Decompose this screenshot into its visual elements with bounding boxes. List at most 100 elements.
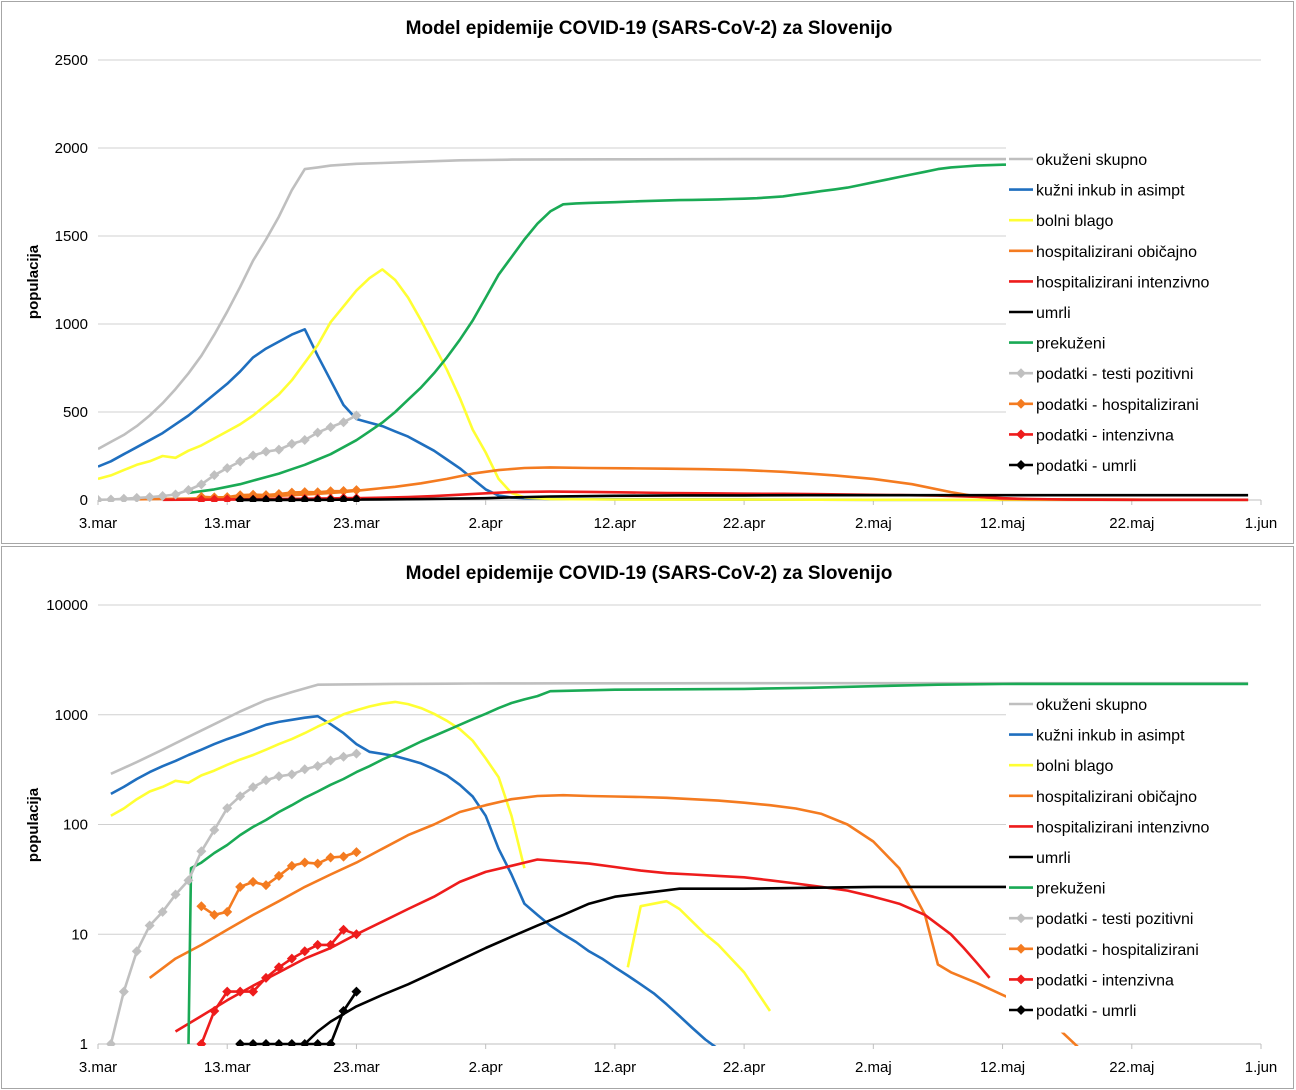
- data-point: [286, 1039, 297, 1046]
- data-point: [209, 494, 220, 502]
- legend-entry: umrli: [1036, 850, 1071, 867]
- series-line: [188, 162, 1249, 495]
- data-point: [351, 494, 362, 502]
- y-tick-label: 100: [63, 817, 88, 834]
- data-point: [196, 494, 207, 502]
- y-tick-label: 1000: [55, 707, 88, 724]
- data-point: [248, 876, 259, 887]
- legend-entry: prekuženi: [1036, 336, 1105, 353]
- series-line: [110, 714, 717, 1046]
- data-point: [222, 803, 233, 814]
- series-line: [626, 899, 772, 1012]
- data-point: [157, 490, 168, 501]
- legend-entry: hospitalizirani običajno: [1036, 244, 1197, 261]
- y-tick-label: 10000: [46, 597, 88, 614]
- x-tick-label: 13.mar: [204, 515, 251, 532]
- legend-entry: hospitalizirani intenzivno: [1036, 274, 1210, 291]
- data-point: [286, 438, 297, 449]
- y-tick-label: 500: [63, 404, 88, 421]
- data-point: [338, 851, 349, 862]
- data-point: [338, 751, 349, 762]
- data-point: [312, 494, 323, 502]
- data-point: [299, 494, 310, 502]
- series-line: [187, 682, 1249, 1045]
- legend-entry: podatki - umrli: [1036, 458, 1136, 475]
- data-point: [273, 444, 284, 455]
- data-point: [351, 929, 362, 940]
- data-point: [209, 470, 220, 481]
- chart-title: Model epidemije COVID-19 (SARS-CoV-2) za…: [406, 563, 893, 584]
- data-point: [312, 487, 323, 498]
- x-tick-label: 2.apr: [469, 1059, 503, 1076]
- data-point: [131, 946, 142, 957]
- y-tick-label: 1500: [55, 228, 88, 245]
- legend-marker: [1016, 398, 1026, 409]
- data-point: [118, 986, 129, 997]
- series-line: [240, 990, 358, 1046]
- data-point: [248, 986, 259, 997]
- legend-marker: [1016, 1005, 1026, 1015]
- x-tick-label: 2.apr: [469, 515, 503, 532]
- data-point: [338, 924, 349, 935]
- chart-title: Model epidemije COVID-19 (SARS-CoV-2) za…: [406, 18, 893, 39]
- data-point: [260, 1039, 271, 1046]
- data-point: [209, 825, 220, 836]
- data-point: [248, 450, 259, 461]
- x-tick-label: 22.maj: [1109, 1059, 1154, 1076]
- legend-entry: hospitalizirani intenzivno: [1036, 819, 1210, 836]
- data-point: [338, 417, 349, 428]
- x-tick-label: 23.mar: [333, 515, 380, 532]
- x-tick-label: 3.mar: [79, 515, 117, 532]
- data-point: [196, 901, 207, 912]
- x-tick-label: 12.maj: [980, 1059, 1025, 1076]
- legend-marker: [1016, 943, 1026, 954]
- data-point: [260, 775, 271, 786]
- legend-entry: podatki - testi pozitivni: [1036, 911, 1193, 928]
- data-point: [299, 857, 310, 868]
- legend-marker: [1016, 913, 1026, 924]
- data-point: [299, 946, 310, 957]
- data-point: [235, 881, 246, 892]
- data-point: [235, 494, 246, 502]
- data-point: [196, 846, 207, 857]
- legend-entry: okuženi skupno: [1036, 697, 1147, 714]
- data-point: [325, 486, 336, 497]
- data-point: [222, 463, 233, 474]
- legend-entry: podatki - testi pozitivni: [1036, 366, 1193, 383]
- x-tick-label: 2.maj: [855, 515, 892, 532]
- chart-linear-panel: Model epidemije COVID-19 (SARS-CoV-2) za…: [1, 1, 1294, 544]
- y-tick-label: 1: [80, 1036, 88, 1053]
- data-point: [273, 771, 284, 782]
- data-point: [118, 493, 129, 502]
- data-point: [338, 494, 349, 502]
- series-group: [98, 157, 1249, 502]
- data-point: [286, 769, 297, 780]
- data-point: [144, 492, 155, 502]
- x-tick-label: 22.apr: [723, 1059, 766, 1076]
- data-point: [325, 422, 336, 433]
- legend-entry: bolni blago: [1036, 213, 1114, 230]
- data-point: [312, 858, 323, 869]
- legend-entry: podatki - hospitalizirani: [1036, 942, 1199, 959]
- legend-entry: hospitalizirani običajno: [1036, 789, 1197, 806]
- y-axis-label: populacija: [25, 787, 42, 862]
- x-tick-label: 2.maj: [855, 1059, 892, 1076]
- series-line: [148, 793, 1079, 1046]
- series-line: [110, 700, 526, 869]
- x-tick-label: 12.apr: [594, 515, 637, 532]
- x-tick-label: 1.jun: [1245, 515, 1278, 532]
- data-point: [299, 434, 310, 445]
- data-point: [248, 782, 259, 793]
- data-point: [170, 889, 181, 900]
- x-tick-label: 13.mar: [204, 1059, 251, 1076]
- data-point: [286, 953, 297, 964]
- data-point: [183, 484, 194, 495]
- x-tick-label: 12.maj: [980, 515, 1025, 532]
- data-point: [351, 748, 362, 759]
- data-point: [286, 860, 297, 871]
- data-point: [196, 479, 207, 490]
- chart-linear: Model epidemije COVID-19 (SARS-CoV-2) za…: [25, 18, 1278, 532]
- data-point: [131, 492, 142, 502]
- data-point: [325, 939, 336, 950]
- data-point: [351, 986, 362, 997]
